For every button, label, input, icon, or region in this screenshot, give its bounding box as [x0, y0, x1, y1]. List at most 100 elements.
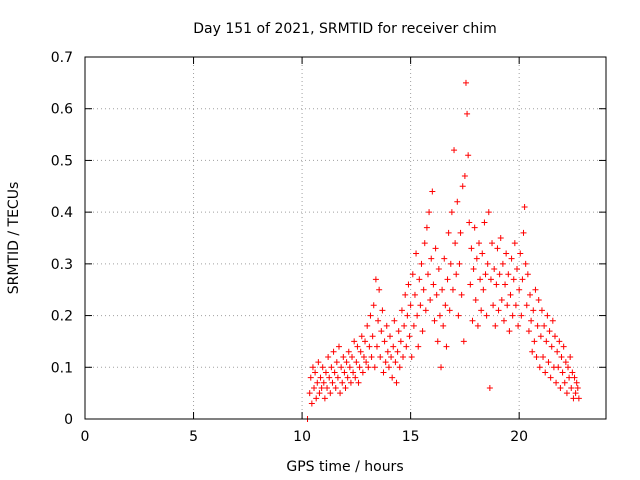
data-point [466, 219, 473, 226]
data-point [512, 302, 519, 309]
data-point [467, 281, 474, 288]
data-point [520, 229, 527, 236]
data-point [464, 110, 471, 117]
data-point [534, 322, 541, 329]
data-point [389, 374, 396, 381]
data-point [317, 374, 324, 381]
data-point [364, 322, 371, 329]
data-point [388, 353, 395, 360]
y-axis-label: SRMTID / TECUs [6, 182, 22, 295]
data-point [420, 286, 427, 293]
data-point [558, 353, 565, 360]
data-point [542, 369, 549, 376]
data-point [458, 291, 465, 298]
data-point [354, 343, 361, 350]
data-point [555, 364, 562, 371]
x-tick-label: 15 [402, 429, 420, 445]
data-point [545, 359, 552, 366]
data-point [503, 250, 510, 257]
y-tick-label: 0.2 [51, 309, 73, 325]
data-point [322, 369, 329, 376]
data-point [347, 379, 354, 386]
data-point [340, 353, 347, 360]
data-point [508, 255, 515, 262]
data-point [478, 307, 485, 314]
data-point [427, 297, 434, 304]
data-point [327, 390, 334, 397]
data-point [330, 348, 337, 355]
data-point [331, 369, 338, 376]
y-tick-label: 0.7 [51, 50, 73, 66]
data-point [469, 317, 476, 324]
data-point [456, 260, 463, 267]
data-point [477, 276, 484, 283]
data-point [454, 198, 461, 205]
data-point [329, 379, 336, 386]
data-point [570, 395, 577, 402]
data-point [369, 333, 376, 340]
x-tick-label: 10 [293, 429, 311, 445]
data-point [457, 229, 464, 236]
data-point [339, 379, 346, 386]
data-point [449, 286, 456, 293]
data-point [443, 343, 450, 350]
data-point [453, 271, 460, 278]
data-point [562, 359, 569, 366]
data-point [371, 364, 378, 371]
data-point [375, 317, 382, 324]
data-point [518, 312, 525, 319]
data-point [549, 317, 556, 324]
data-point [531, 338, 538, 345]
data-point [308, 400, 315, 407]
data-point [435, 266, 442, 273]
data-point [376, 286, 383, 293]
data-point [430, 281, 437, 288]
data-point [498, 297, 505, 304]
data-point [527, 291, 534, 298]
data-point [341, 369, 348, 376]
data-point [353, 359, 360, 366]
data-point [485, 209, 492, 216]
data-point [342, 384, 349, 391]
data-point [335, 343, 342, 350]
data-point [528, 317, 535, 324]
data-point [384, 348, 391, 355]
data-point [373, 343, 380, 350]
data-point [395, 328, 402, 335]
data-point [321, 395, 328, 402]
data-point [326, 374, 333, 381]
data-point [423, 224, 430, 231]
data-point [416, 276, 423, 283]
data-point [490, 302, 497, 309]
data-point [510, 276, 517, 283]
data-point [500, 317, 507, 324]
data-point [470, 266, 477, 273]
y-tick-label: 0.4 [51, 205, 73, 221]
data-point [519, 276, 526, 283]
x-tick-label: 5 [189, 429, 198, 445]
data-point [406, 333, 413, 340]
data-point [419, 328, 426, 335]
data-point [391, 317, 398, 324]
data-point [363, 359, 370, 366]
data-point [525, 328, 532, 335]
data-point [438, 364, 445, 371]
data-point [551, 333, 558, 340]
data-point [311, 384, 318, 391]
data-point [506, 328, 513, 335]
data-point [447, 260, 454, 267]
data-point [535, 297, 542, 304]
data-point [495, 307, 502, 314]
data-point [307, 374, 314, 381]
data-point [370, 302, 377, 309]
data-point [489, 240, 496, 247]
data-point [394, 348, 401, 355]
data-point [474, 322, 481, 329]
data-point [572, 390, 579, 397]
data-point [377, 353, 384, 360]
data-point [422, 307, 429, 314]
data-point [387, 333, 394, 340]
data-point [468, 245, 475, 252]
data-point [444, 276, 451, 283]
x-tick-label: 20 [510, 429, 528, 445]
